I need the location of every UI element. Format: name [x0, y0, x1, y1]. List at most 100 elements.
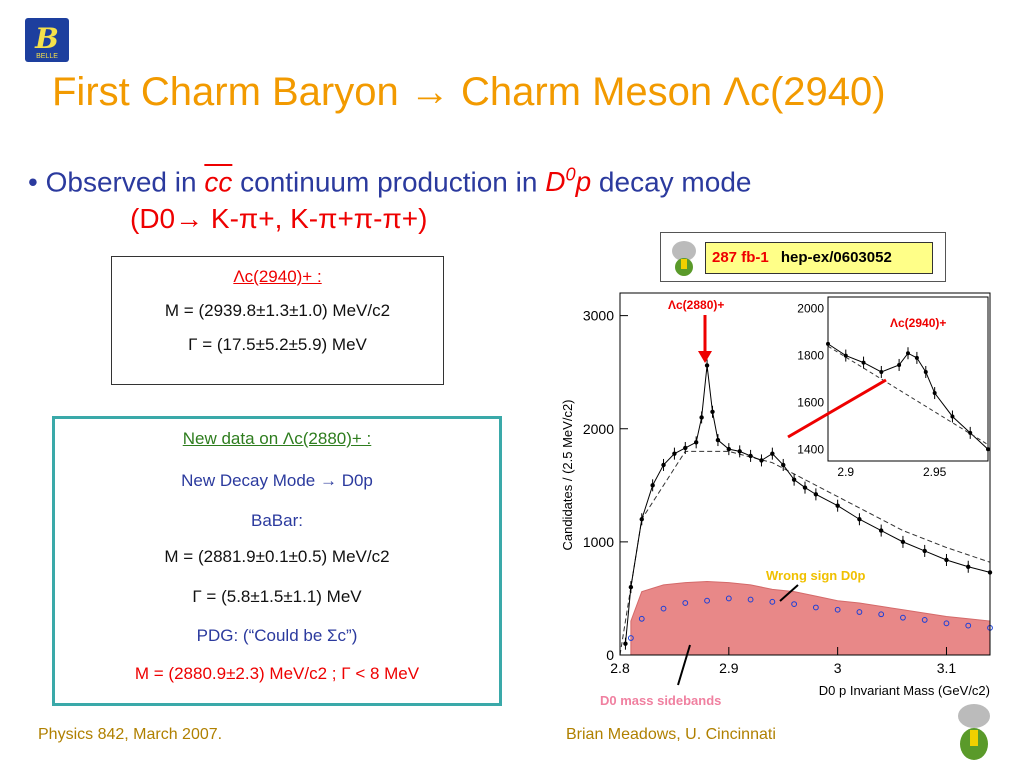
data-point: [715, 437, 721, 443]
inset-y-tick-label: 1800: [797, 349, 824, 363]
data-point: [650, 483, 655, 488]
data-point: [699, 415, 704, 420]
inset-point: [826, 341, 830, 346]
svg-text:B: B: [34, 22, 59, 55]
data-point: [737, 449, 742, 454]
wrong-sign-point: [747, 596, 754, 603]
inset-y-tick-label: 2000: [797, 302, 824, 316]
inset-point: [843, 353, 848, 358]
bullet-marker: •: [28, 166, 46, 198]
data-point: [966, 564, 971, 569]
y-tick-label: 2000: [583, 421, 614, 437]
x-tick-label: 2.9: [719, 660, 739, 676]
inset-x-tick-label: 2.95: [923, 465, 947, 479]
wrong-sign-point: [704, 597, 710, 604]
data-point: [781, 462, 786, 468]
lambda-2940-mass: M = (2939.8±1.3±1.0) MeV/c2: [164, 301, 391, 320]
inset-point: [950, 414, 955, 419]
data-point: [639, 517, 644, 522]
sideband-label: D0 mass sidebands: [600, 693, 721, 708]
pdg-values: M = (2880.9±2.3) MeV/c2 ; Γ < 8 MeV: [134, 664, 420, 683]
new-decay-mode: New Decay Mode → D0p: [181, 471, 373, 490]
pdg-label: PDG: (“Could be Σc”): [196, 626, 358, 645]
wrong-sign-point: [638, 615, 645, 622]
data-point: [878, 528, 884, 533]
inset-point: [897, 362, 902, 367]
wrong-sign-point: [900, 614, 906, 621]
wrong-sign-point: [660, 605, 667, 612]
lambda-2880-arrowhead: [698, 351, 712, 363]
inset-point: [923, 369, 928, 374]
y-tick-label: 0: [606, 647, 614, 663]
babar-mass: M = (2881.9±0.1±0.5) MeV/c2: [164, 547, 390, 566]
y-tick-label: 3000: [583, 308, 614, 324]
wrong-sign-point: [682, 600, 689, 606]
x-tick-label: 3.1: [937, 660, 957, 676]
lambda-2880-title: New data on Λc(2880)+ :: [182, 429, 372, 448]
wrong-sign-point: [921, 617, 928, 623]
data-point: [922, 548, 927, 554]
inset-background: [827, 345, 989, 446]
footer-right: Brian Meadows, U. Cincinnati: [566, 726, 776, 743]
lambda-2880-label: Λc(2880)+: [668, 298, 724, 312]
lambda-2880-box: New data on Λc(2880)+ : New Decay Mode →…: [52, 416, 502, 706]
luminosity-box: 287 fb-1 hep-ex/0603052: [660, 232, 946, 282]
inset-point: [986, 447, 990, 452]
inset-point: [861, 360, 866, 365]
data-point: [748, 453, 753, 459]
lambda-2940-title: Λc(2940)+ :: [233, 267, 322, 286]
luminosity-label: 287 fb-1 hep-ex/0603052: [705, 242, 933, 274]
wrong-sign-point: [769, 598, 776, 605]
x-tick-label: 3: [834, 660, 842, 676]
lambda-2940-label: Λc(2940)+: [890, 316, 946, 330]
bullet-text-b: continuum production in: [232, 166, 546, 198]
wrong-sign-point: [834, 606, 841, 613]
inset-y-tick-label: 1400: [797, 442, 824, 456]
bullet-text-a: Observed in: [45, 166, 205, 198]
x-tick-label: 2.8: [610, 660, 630, 676]
x-axis-label: D0 p Invariant Mass (GeV/c2): [819, 683, 990, 698]
data-point: [623, 641, 628, 646]
inset-fit: [827, 343, 989, 450]
lambda-2940-box: Λc(2940)+ : M = (2939.8±1.3±1.0) MeV/c2 …: [111, 256, 444, 385]
paper-reference: hep-ex/0603052: [780, 249, 892, 266]
data-point: [661, 462, 666, 468]
inset-point: [906, 351, 910, 356]
wrong-sign-arrow: [779, 584, 799, 602]
belle-logo-text: BELLE: [36, 53, 58, 60]
elephant-icon: [672, 241, 696, 276]
wrong-sign-point: [965, 622, 972, 629]
inset-y-tick-label: 1600: [797, 395, 824, 409]
mascot-icon: [958, 704, 990, 760]
data-point: [726, 446, 732, 452]
babar-width: Γ = (5.8±1.5±1.1) MeV: [192, 587, 362, 606]
lambda-2940-arrow: [787, 378, 887, 439]
sideband-arrow: [677, 644, 691, 686]
inset-frame: [827, 296, 989, 462]
data-point: [770, 451, 775, 456]
data-point: [857, 517, 862, 522]
bullet-cc: cc: [204, 166, 233, 198]
y-axis-label: Candidates / (2.5 MeV/c2): [560, 399, 575, 550]
data-point: [759, 458, 764, 463]
data-point: [791, 477, 797, 482]
data-point: [813, 492, 819, 497]
bullet-line-2: (D0→ K-π+, K-π+π-π+): [130, 203, 428, 234]
inset-point: [968, 430, 973, 435]
wrong-sign-point: [856, 609, 863, 615]
data-point: [710, 409, 715, 414]
babar-label: BaBar:: [251, 511, 303, 530]
belle-logo: B BELLE: [25, 18, 69, 62]
wrong-sign-point: [878, 611, 885, 618]
data-point: [944, 557, 949, 563]
data-point: [835, 503, 840, 508]
bullet-text-c: decay mode: [591, 166, 752, 198]
data-point: [693, 440, 699, 445]
data-point: [672, 451, 677, 456]
luminosity-value: 287 fb-1: [712, 249, 769, 266]
bullet-line-1: • Observed in cc continuum production in…: [28, 165, 751, 198]
bullet-d0p: D0p: [545, 165, 592, 198]
plot-frame: [619, 292, 991, 656]
page-title: First Charm Baryon → Charm Meson Λc(2940…: [52, 70, 886, 114]
wrong-sign-point: [943, 620, 950, 627]
